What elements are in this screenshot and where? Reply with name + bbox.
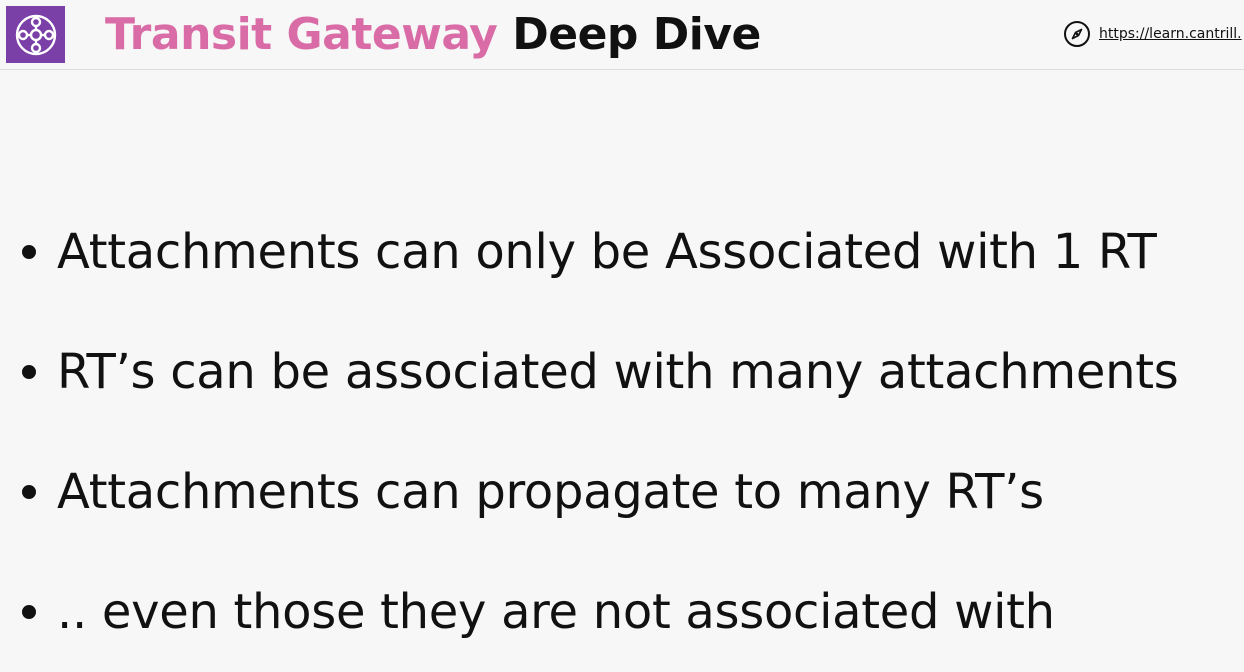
bullet-text: RT’s can be associated with many attachm… <box>57 344 1179 400</box>
title-main: Deep Dive <box>512 9 761 60</box>
bullet-dot <box>22 485 36 499</box>
bullet-dot <box>22 245 36 259</box>
list-item: .. even those they are not associated wi… <box>22 552 1244 672</box>
list-item: RT’s can be associated with many attachm… <box>22 312 1244 432</box>
bullet-text: Attachments can propagate to many RT’s <box>57 464 1044 520</box>
bullet-dot <box>22 365 36 379</box>
transit-gateway-logo <box>6 6 65 63</box>
bullet-list: Attachments can only be Associated with … <box>22 192 1244 672</box>
slide-header: Transit Gateway Deep Dive https://learn.… <box>0 0 1244 70</box>
title-accent: Transit Gateway <box>105 9 498 60</box>
transit-gateway-hub-icon <box>15 14 56 55</box>
bullet-text: Attachments can only be Associated with … <box>57 224 1157 280</box>
bullet-text: .. even those they are not associated wi… <box>57 584 1055 640</box>
list-item: Attachments can only be Associated with … <box>22 192 1244 312</box>
slide-title: Transit Gateway Deep Dive <box>105 6 761 64</box>
bullet-dot <box>22 605 36 619</box>
course-link[interactable]: https://learn.cantrill. <box>1063 20 1242 48</box>
compass-icon <box>1064 21 1090 47</box>
course-url[interactable]: https://learn.cantrill. <box>1099 26 1242 42</box>
list-item: Attachments can propagate to many RT’s <box>22 432 1244 552</box>
